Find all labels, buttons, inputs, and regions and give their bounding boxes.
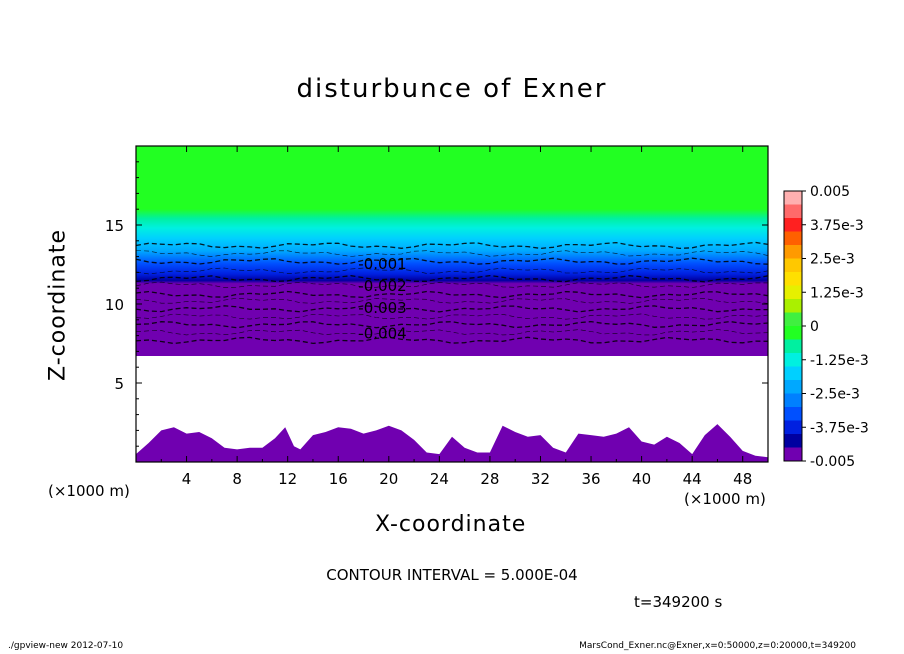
- contour-line: [135, 274, 769, 283]
- time-label: t=349200 s: [634, 593, 723, 611]
- colorbar-swatch: [784, 447, 802, 462]
- footer-right: MarsCond_Exner.nc@Exner,x=0:50000,z=0:20…: [579, 641, 856, 651]
- y-tick-label: 5: [114, 375, 124, 393]
- y-tick-label: 15: [105, 217, 124, 235]
- x-tick-label: 12: [278, 470, 297, 488]
- contour-label: -0.003: [358, 299, 406, 317]
- contour-line: [135, 313, 769, 320]
- colorbar-swatch: [784, 272, 802, 286]
- plot-area: -0.001-0.002-0.003-0.004 4 8 12 16 20 24 28 32 3…: [105, 145, 769, 488]
- x-tick-label: 44: [683, 470, 702, 488]
- colorbar-swatch: [784, 380, 802, 394]
- x-unit-label-right: (×1000 m): [684, 490, 766, 508]
- colorbar-swatch: [784, 393, 802, 408]
- colorbar-label: 2.5e-3: [810, 252, 855, 268]
- footer-left: ./gpview-new 2012-07-10: [8, 641, 124, 651]
- contour-label: -0.001: [358, 255, 406, 273]
- x-tick-label: 20: [379, 470, 398, 488]
- contour-line: [135, 241, 769, 250]
- colorbar-swatch: [784, 312, 802, 327]
- x-tick-label: 32: [531, 470, 550, 488]
- contour-line: [135, 297, 769, 304]
- x-tick-label: 40: [632, 470, 651, 488]
- colorbar-swatch: [784, 326, 802, 340]
- colorbar-swatch: [784, 420, 802, 435]
- x-unit-label: (×1000 m): [48, 482, 130, 500]
- x-tick-label: 36: [581, 470, 600, 488]
- x-tick-label: 4: [182, 470, 192, 488]
- colorbar-swatch: [784, 218, 802, 232]
- contour-line: [135, 320, 769, 329]
- x-axis-label: X-coordinate: [375, 512, 527, 537]
- colorbar-label: -2.5e-3: [810, 387, 860, 403]
- contour-line: [135, 305, 768, 313]
- x-tick-label: 28: [480, 470, 499, 488]
- colorbar-swatch: [784, 204, 802, 219]
- colorbar-label: 3.75e-3: [810, 218, 864, 234]
- y-tick-label: 10: [105, 296, 124, 314]
- colorbar-swatch: [784, 407, 802, 421]
- colorbar-swatch: [784, 191, 802, 205]
- contour-line: [135, 281, 768, 289]
- contour-label: -0.002: [358, 277, 406, 295]
- x-tick-label: 16: [329, 470, 348, 488]
- x-axis-ticks: 4 8 12 16 20 24 28 32 36 40 44 48: [160, 146, 752, 488]
- y-axis-label: Z-coordinate: [45, 229, 71, 381]
- x-tick-label: 8: [232, 470, 242, 488]
- colorbar-label: 0.005: [810, 184, 850, 200]
- colorbar-swatch: [784, 258, 802, 273]
- colorbar-label: 1.25e-3: [810, 285, 864, 301]
- contour-interval: CONTOUR INTERVAL = 5.000E-04: [326, 566, 578, 584]
- contour-line: [135, 250, 769, 257]
- terrain-surface: [136, 424, 768, 462]
- colorbar-label: -0.005: [810, 454, 855, 470]
- colorbar-swatch: [784, 434, 802, 448]
- x-tick-label: 48: [733, 470, 752, 488]
- colorbar-label: -3.75e-3: [810, 420, 869, 436]
- x-tick-label: 24: [430, 470, 449, 488]
- colorbar-swatch: [784, 299, 802, 313]
- contour-line: [135, 290, 769, 299]
- contour-line: [135, 329, 769, 336]
- contour-label: -0.004: [358, 324, 406, 342]
- contour-line: [135, 267, 769, 275]
- colorbar: 0.005 3.75e-3 2.5e-3 1.25e-3 0 -1.25e-3 -2.5e-…: [783, 184, 869, 470]
- y-axis-ticks: 5 10 15: [105, 161, 768, 447]
- contour-line: [135, 257, 769, 265]
- contour-line: [135, 336, 769, 345]
- chart-title: disturbunce of Exner: [296, 74, 608, 104]
- colorbar-label: -1.25e-3: [810, 353, 869, 369]
- colorbar-swatch: [784, 339, 802, 354]
- contour-labels: -0.001 -0.002 -0.003 -0.004: [358, 255, 406, 343]
- colorbar-swatch: [784, 245, 802, 259]
- colorbar-swatch: [784, 366, 802, 381]
- contour-field: [136, 146, 768, 356]
- colorbar-swatch: [784, 353, 802, 367]
- colorbar-swatch: [784, 231, 802, 246]
- colorbar-swatch: [784, 285, 802, 300]
- contour-lines: [135, 241, 769, 345]
- colorbar-label: 0: [810, 319, 819, 335]
